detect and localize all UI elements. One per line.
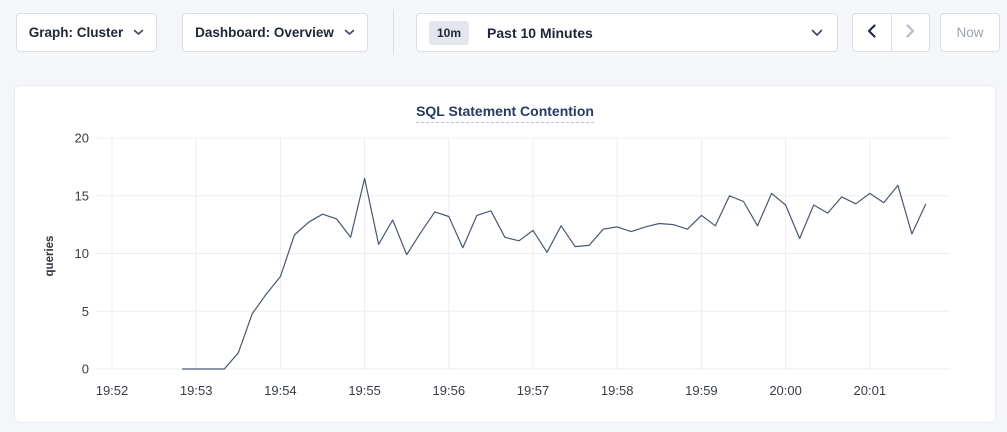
toolbar-divider	[393, 9, 394, 55]
chevron-left-icon	[867, 24, 876, 41]
y-tick-label: 0	[82, 362, 89, 377]
graph-selector-label: Graph: Cluster	[28, 25, 124, 40]
chart-title[interactable]: SQL Statement Contention	[416, 103, 594, 123]
x-tick-label: 20:01	[854, 383, 887, 398]
previous-time-window-button[interactable]	[853, 14, 891, 51]
x-tick-label: 19:57	[517, 383, 550, 398]
y-axis-label: queries	[44, 236, 56, 277]
now-button[interactable]: Now	[940, 13, 1000, 52]
x-tick-label: 19:59	[685, 383, 718, 398]
chevron-down-icon	[133, 29, 144, 36]
y-tick-label: 10	[75, 246, 89, 261]
next-time-window-button[interactable]	[890, 14, 930, 51]
chart-title-row: SQL Statement Contention	[15, 103, 995, 123]
chart-canvas[interactable]: 0 5 10 15 20 19:52 19:53 19:54 19:55 19:56 19:57 19…	[15, 86, 997, 424]
x-tick-label: 19:54	[264, 383, 297, 398]
x-tick-label: 19:55	[348, 383, 381, 398]
y-tick-label: 5	[82, 304, 89, 319]
chevron-down-icon	[344, 29, 355, 36]
y-tick-label: 20	[75, 131, 89, 146]
chevron-down-icon	[811, 29, 823, 37]
time-step-control	[852, 13, 930, 52]
y-tick-label: 15	[75, 188, 89, 203]
time-range-label: Past 10 Minutes	[487, 24, 593, 41]
graph-selector-dropdown[interactable]: Graph: Cluster	[16, 13, 157, 52]
x-tick-label: 19:56	[433, 383, 466, 398]
chart-card: SQL Statement Contention 0 5 10 15 20 19:52 19…	[14, 85, 996, 423]
dashboard-selector-label: Dashboard: Overview	[195, 25, 334, 40]
toolbar: Graph: Cluster Dashboard: Overview 10m P…	[0, 0, 1007, 70]
data-line	[182, 177, 927, 370]
dashboard-selector-dropdown[interactable]: Dashboard: Overview	[182, 13, 368, 52]
chevron-right-icon	[906, 24, 915, 41]
x-tick-label: 19:58	[601, 383, 634, 398]
time-range-selector[interactable]: 10m Past 10 Minutes	[416, 13, 838, 52]
x-tick-label: 20:00	[769, 383, 802, 398]
x-tick-label: 19:53	[180, 383, 213, 398]
x-tick-label: 19:52	[96, 383, 129, 398]
time-range-badge: 10m	[429, 20, 470, 45]
